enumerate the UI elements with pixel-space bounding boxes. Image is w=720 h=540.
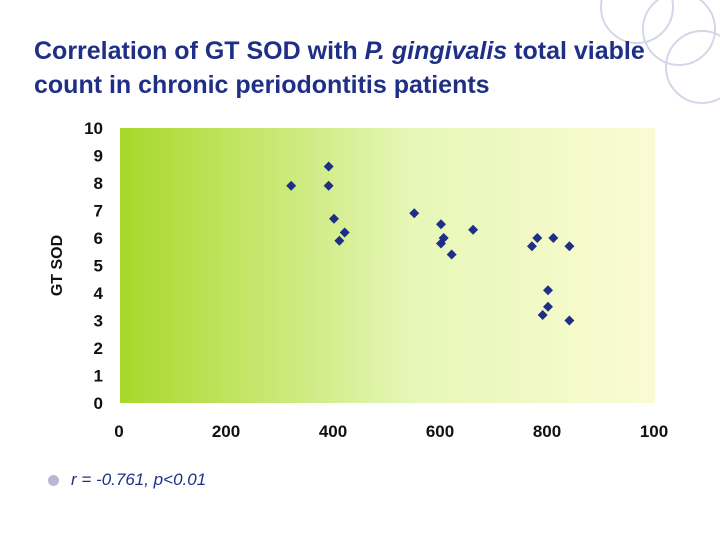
data-points <box>286 161 575 326</box>
data-point <box>436 219 446 230</box>
data-point <box>564 241 575 252</box>
data-point <box>543 301 553 312</box>
title-species: P. gingivalis <box>364 37 508 65</box>
x-tick-label: 800 <box>533 422 561 441</box>
y-tick-label: 5 <box>94 257 103 276</box>
data-point <box>286 180 297 191</box>
y-tick-label: 6 <box>94 229 103 248</box>
data-point <box>339 227 350 238</box>
data-point <box>543 285 553 296</box>
slide-title: Correlation of GT SOD with P. gingivalis… <box>34 34 674 102</box>
x-tick-label: 600 <box>426 422 454 441</box>
y-tick-label: 9 <box>94 147 103 166</box>
x-tick-label: 0 <box>114 422 123 441</box>
data-point <box>409 208 420 219</box>
title-text-continued: total viable count in chronic periodonti… <box>34 37 645 99</box>
y-axis-title: GT SOD <box>49 235 66 296</box>
data-point <box>548 233 559 243</box>
data-point <box>334 235 345 246</box>
data-point <box>537 310 548 320</box>
y-tick-label: 8 <box>94 174 103 193</box>
data-point <box>323 180 334 191</box>
correlation-text: r = -0.761, p<0.01 <box>71 470 207 489</box>
plot-area <box>120 128 655 403</box>
data-point <box>323 161 334 172</box>
data-point <box>446 249 457 260</box>
stats-bullet: r = -0.761, p<0.01 <box>48 470 206 490</box>
y-tick-label: 7 <box>94 202 103 221</box>
data-point <box>468 224 479 235</box>
title-text: Correlation of GT SOD with <box>34 37 365 65</box>
y-tick-label: 0 <box>94 394 103 413</box>
data-point <box>564 315 575 326</box>
y-tick-label: 10 <box>84 119 103 138</box>
y-tick-label: 1 <box>94 367 103 386</box>
decor-circle <box>665 30 720 104</box>
y-tick-label: 2 <box>94 339 103 358</box>
data-point <box>436 238 446 249</box>
x-tick-label: 400 <box>319 422 347 441</box>
x-tick-label: 200 <box>212 422 240 441</box>
data-point <box>526 241 537 252</box>
x-tick-labels: 0 200 400 600 800 100 <box>114 422 668 441</box>
y-tick-labels: 0 1 2 3 4 5 6 7 8 9 10 <box>84 119 103 413</box>
y-tick-label: 4 <box>94 284 104 303</box>
bullet-dot <box>48 475 59 487</box>
x-tick-label: 100 <box>640 422 668 441</box>
y-tick-label: 3 <box>94 312 103 331</box>
data-point <box>329 213 339 224</box>
data-point <box>532 233 543 243</box>
